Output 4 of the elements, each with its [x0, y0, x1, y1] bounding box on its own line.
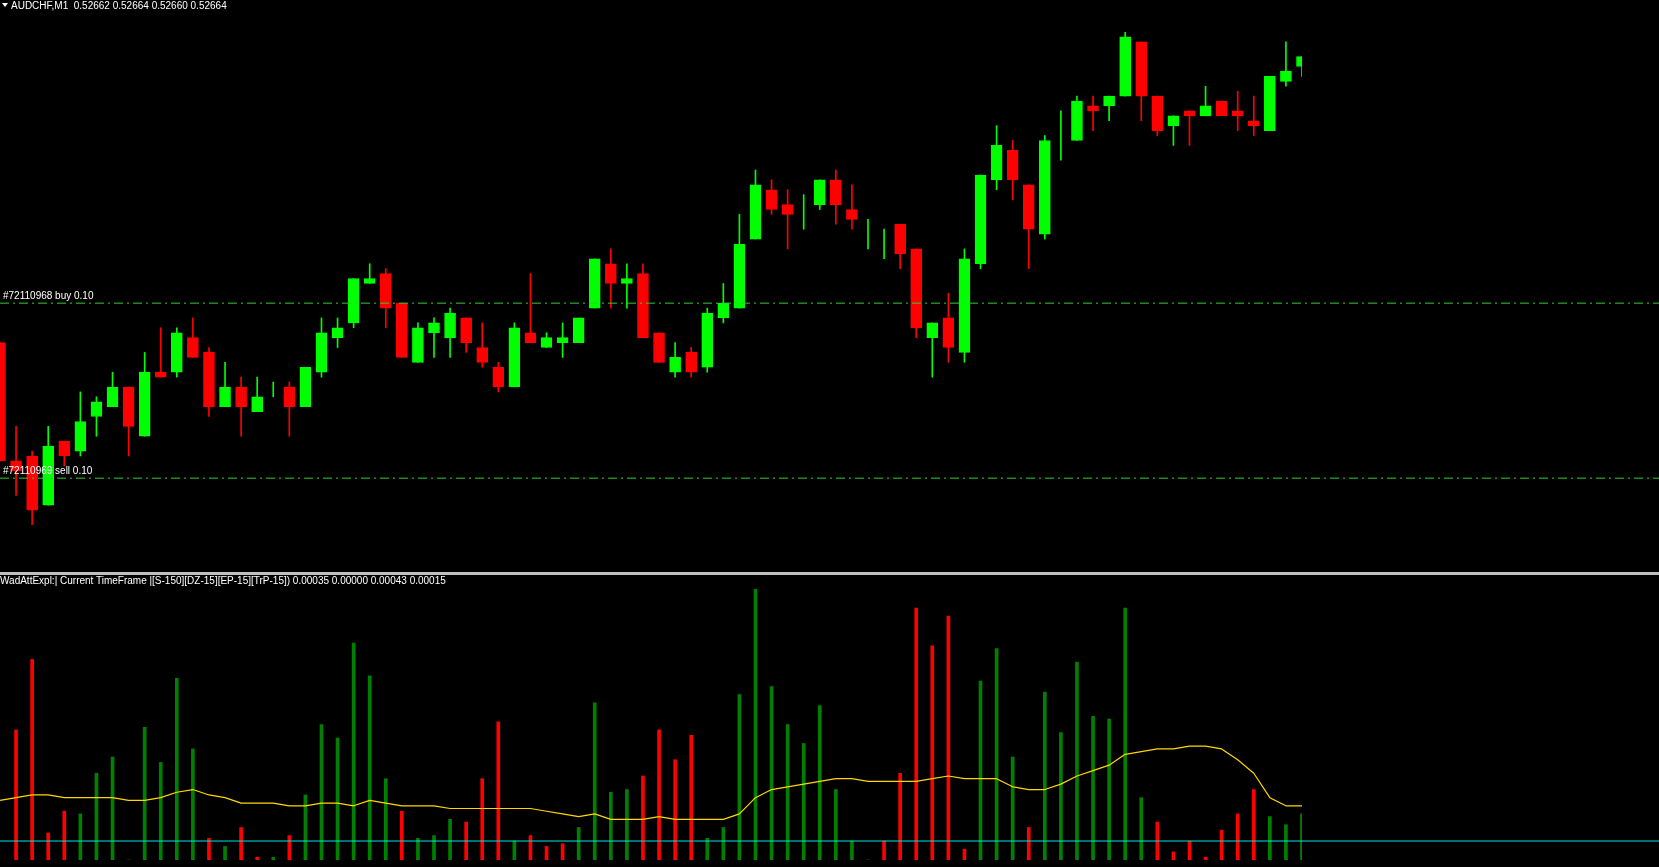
ref-line-label: #72110969 sell 0.10 [3, 464, 93, 476]
chart-title: AUDCHF,M1 0.52662 0.52664 0.52660 0.52664 [11, 0, 227, 11]
chart-title: WadAttExpl:| Current TimeFrame |[S-150][DZ-15][EP-15][TrP-15]) 0.00035 0.00000 0.00043 0.00015 [0, 575, 446, 586]
ref-line-label: #72110968 buy 0.10 [3, 289, 94, 301]
